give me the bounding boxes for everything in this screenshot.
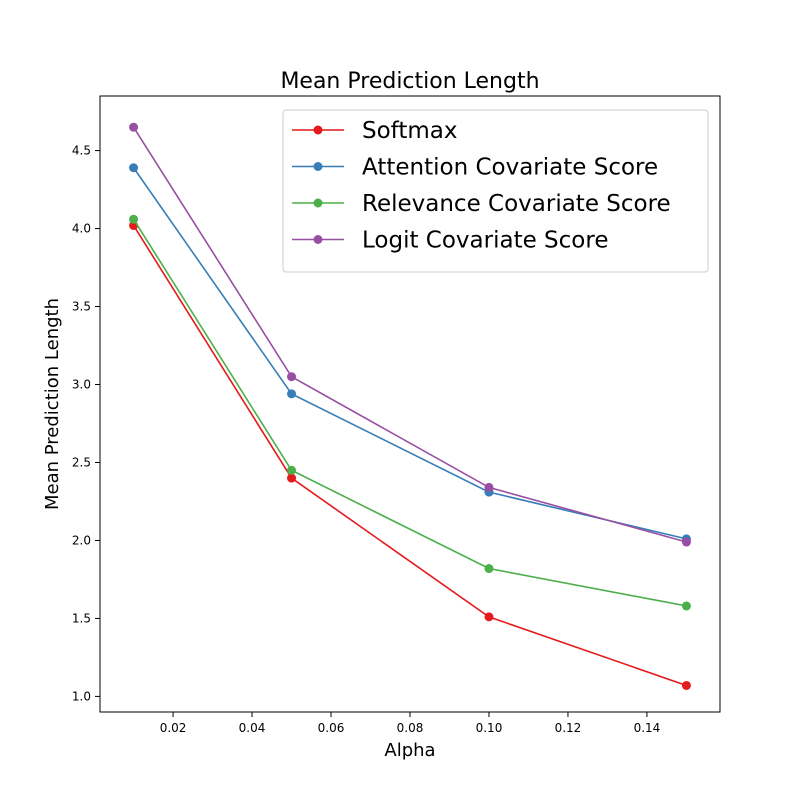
data-point-relevance-covariate-score — [129, 214, 139, 224]
series-relevance-covariate-score — [129, 214, 691, 611]
y-tick-label: 1.5 — [72, 611, 91, 625]
x-tick-label: 0.02 — [160, 721, 187, 735]
y-tick-label: 4.0 — [72, 222, 91, 236]
legend: Softmax Attention Covariate Score Relevanc… — [282, 109, 709, 273]
data-point-attention-covariate-score — [129, 163, 139, 173]
series-line-softmax — [132, 225, 687, 687]
x-tick-label: 0.14 — [634, 721, 661, 735]
series-softmax — [129, 220, 691, 690]
y-tick-label: 3.5 — [72, 300, 91, 314]
x-tick-label: 0.04 — [239, 721, 266, 735]
x-axis: 0.02 0.04 0.06 0.08 0.10 0.12 0.14 — [160, 712, 661, 735]
data-point-softmax — [484, 612, 494, 622]
y-tick-label: 3.0 — [72, 378, 91, 392]
legend-item: Logit Covariate Score — [292, 228, 608, 254]
x-tick-label: 0.10 — [476, 721, 503, 735]
data-point-logit-covariate-score — [484, 482, 494, 492]
data-point-relevance-covariate-score — [287, 465, 297, 475]
x-tick-label: 0.12 — [555, 721, 582, 735]
x-tick-label: 0.06 — [318, 721, 345, 735]
data-point-relevance-covariate-score — [484, 564, 494, 574]
y-tick-label: 4.5 — [72, 144, 91, 158]
legend-label: Relevance Covariate Score — [362, 191, 671, 217]
legend-item: Attention Covariate Score — [292, 155, 658, 181]
x-tick-label: 0.08 — [397, 721, 424, 735]
legend-swatch-marker — [313, 235, 323, 244]
legend-label: Softmax — [362, 118, 458, 144]
data-point-logit-covariate-score — [129, 122, 139, 132]
data-point-logit-covariate-score — [681, 537, 691, 547]
series-line-logit-covariate-score — [132, 126, 687, 543]
legend-item: Softmax — [292, 118, 458, 144]
data-point-softmax — [287, 473, 297, 483]
series-layer — [129, 122, 691, 690]
x-axis-label: Alpha — [384, 740, 435, 761]
legend-swatch-marker — [313, 162, 323, 171]
data-point-relevance-covariate-score — [681, 601, 691, 611]
legend-swatch-marker — [313, 198, 323, 208]
legend-swatch-marker — [313, 125, 323, 135]
data-point-attention-covariate-score — [287, 389, 297, 399]
y-tick-label: 2.0 — [72, 533, 91, 547]
chart-title: Mean Prediction Length — [280, 69, 539, 94]
y-axis: 1.0 1.5 2.0 2.5 3.0 3.5 4.0 4.5 — [72, 144, 100, 703]
y-tick-label: 1.0 — [72, 689, 91, 703]
legend-box — [282, 109, 709, 273]
legend-label: Attention Covariate Score — [362, 155, 658, 181]
legend-label: Logit Covariate Score — [362, 228, 608, 254]
legend-item: Relevance Covariate Score — [292, 191, 671, 217]
data-point-softmax — [681, 680, 691, 690]
y-tick-label: 2.5 — [72, 455, 91, 469]
series-line-relevance-covariate-score — [132, 218, 687, 607]
y-axis-label: Mean Prediction Length — [42, 298, 63, 510]
data-point-logit-covariate-score — [287, 372, 297, 382]
series-logit-covariate-score — [129, 122, 691, 547]
